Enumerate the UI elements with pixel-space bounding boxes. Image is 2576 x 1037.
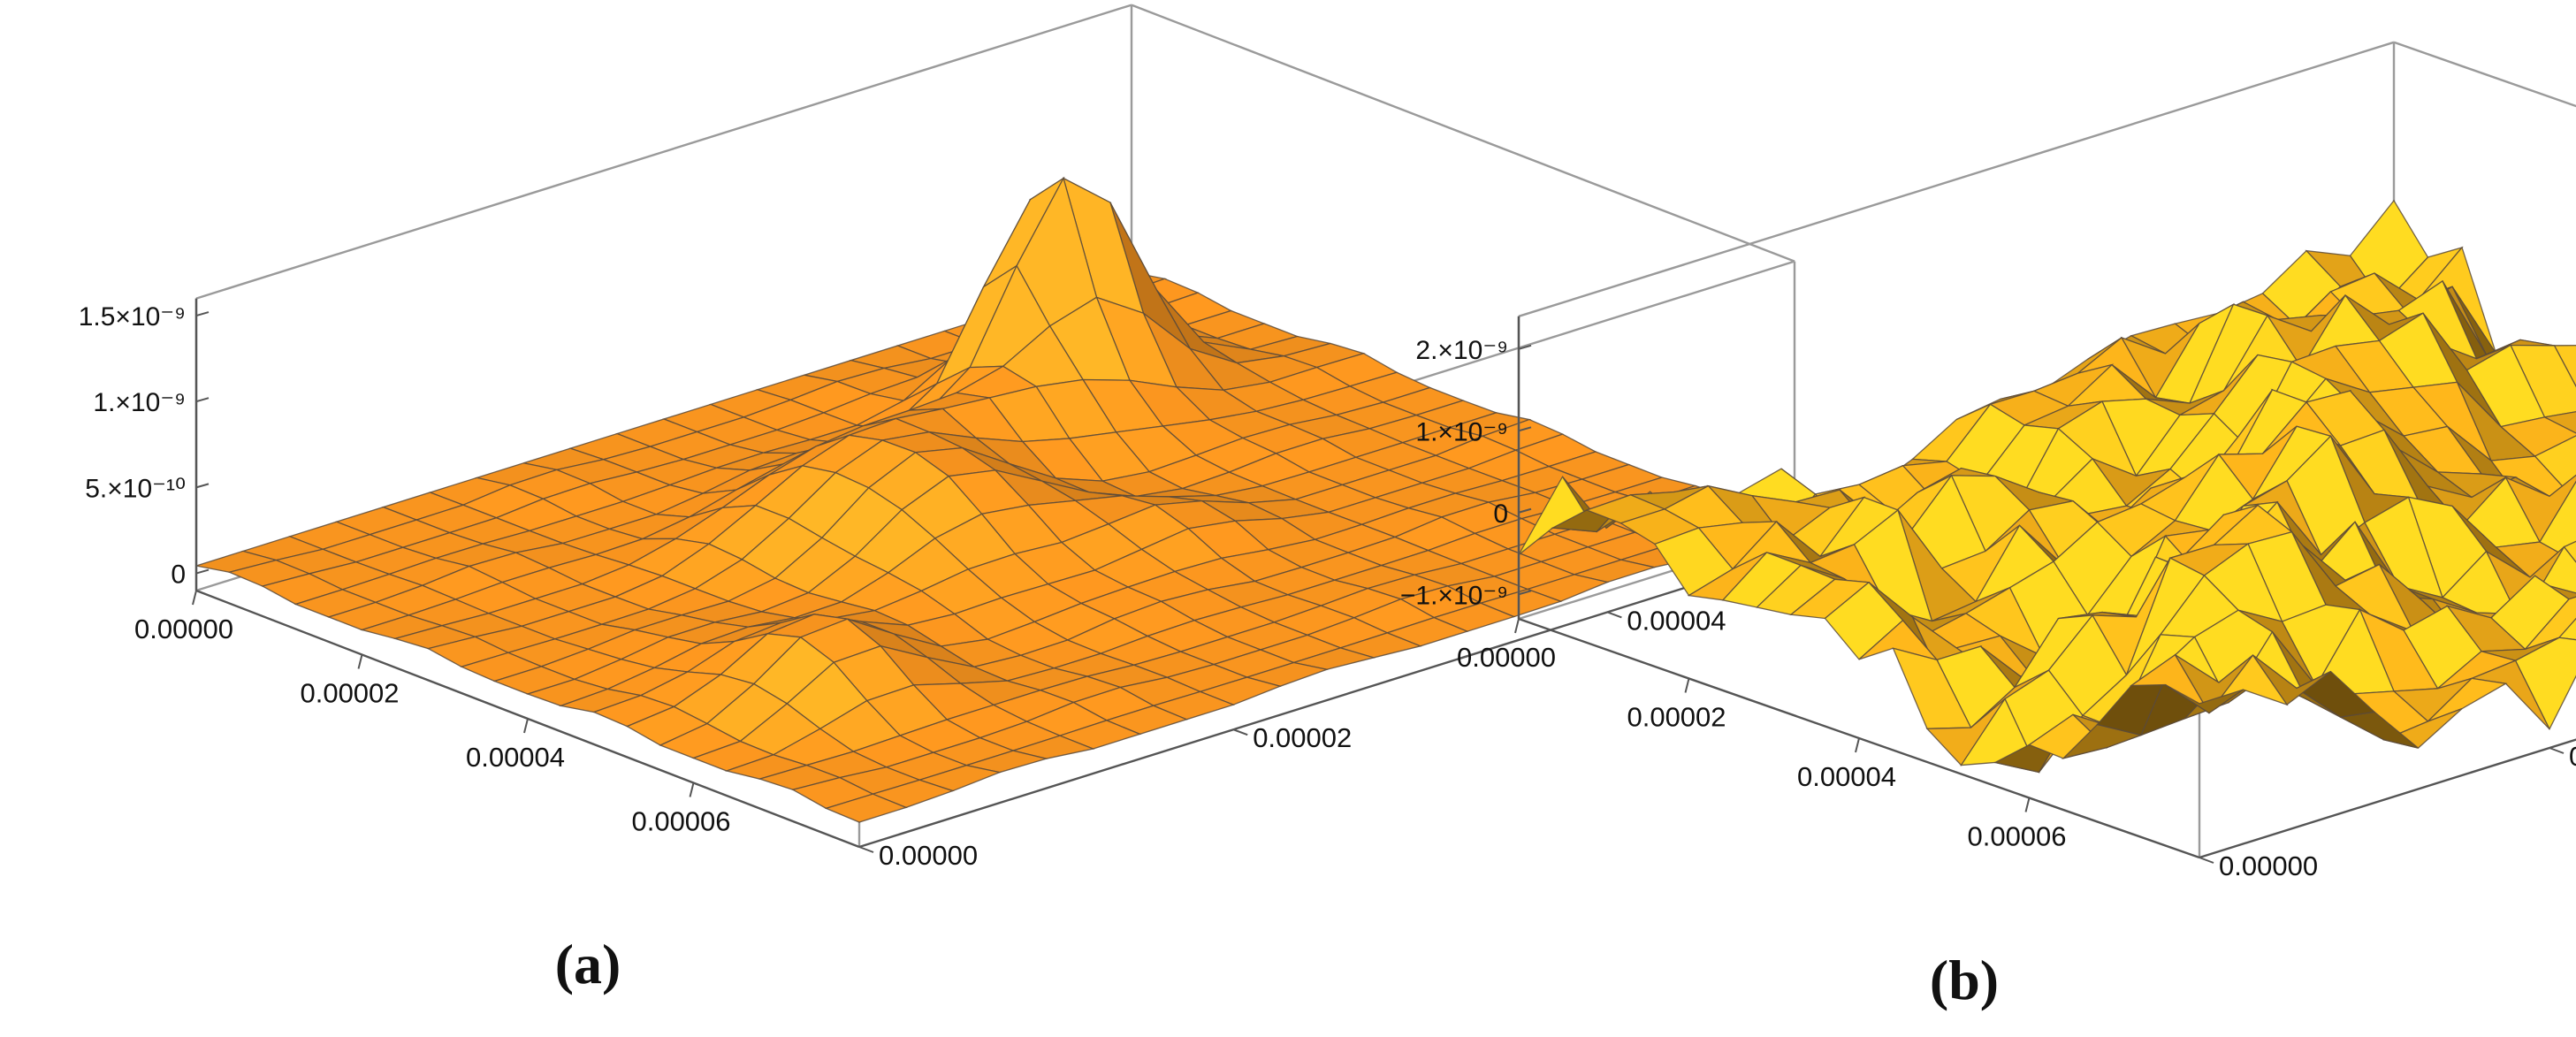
surface-plot-a: 0.00000 0.00002 0.00004 0.00006 0.00000 0.000…	[79, 4, 1796, 871]
z-tick-mark	[195, 397, 210, 403]
x-tick-label: 0.00004	[1797, 761, 1896, 792]
x-tick-mark	[357, 654, 363, 669]
z-tick-mark	[1518, 426, 1532, 432]
z-tick-mark	[195, 483, 210, 489]
z-tick-label: −1.×10⁻⁹	[1400, 581, 1508, 610]
y-tick-mark	[2199, 857, 2214, 864]
surface-patch	[2563, 540, 2576, 563]
x-tick-label: 0.00000	[134, 614, 233, 644]
surface-plot-b: 0.00000 0.00002 0.00004 0.00006 0.00000 0.000…	[1400, 41, 2576, 881]
x-tick-label: 0.00004	[466, 742, 565, 773]
z-tick-mark	[195, 568, 210, 575]
y-tick-label: 0.00000	[2219, 850, 2318, 881]
y-tick-label: 0.00002	[1253, 722, 1352, 753]
x-tick-mark	[2024, 797, 2031, 812]
x-tick-mark	[523, 718, 529, 734]
panel-label-a: (a)	[555, 933, 621, 995]
z-tick-label: 5.×10⁻¹⁰	[85, 474, 186, 503]
z-tick-label: 1.×10⁻⁹	[93, 388, 186, 417]
z-tick-label: 0	[1493, 499, 1508, 529]
axis-line	[858, 552, 1795, 849]
y-tick-mark	[1232, 728, 1248, 736]
x-tick-label: 0.00000	[1457, 642, 1556, 673]
panel-label-b: (b)	[1930, 949, 1999, 1011]
surface-patch	[2557, 617, 2576, 641]
x-tick-label: 0.00006	[631, 806, 730, 837]
x-tick-mark	[1514, 618, 1520, 634]
y-tick-mark	[2549, 747, 2565, 754]
z-tick-mark	[1518, 344, 1532, 350]
x-tick-label: 0.00002	[300, 678, 399, 709]
z-tick-label: 0	[171, 560, 186, 590]
y-tick-mark	[858, 846, 874, 853]
y-tick-mark	[1607, 611, 1622, 619]
x-tick-mark	[192, 590, 197, 606]
z-tick-label: 2.×10⁻⁹	[1415, 336, 1508, 365]
box-edge	[195, 4, 1132, 300]
x-tick-mark	[689, 782, 695, 797]
x-tick-mark	[1855, 737, 1860, 753]
box-edge	[2393, 41, 2576, 108]
axis-line	[2199, 738, 2576, 859]
z-tick-mark	[1518, 590, 1532, 596]
x-tick-mark	[1684, 678, 1690, 693]
x-tick-label: 0.00006	[1967, 821, 2066, 852]
surface-patch	[2165, 684, 2244, 714]
y-tick-label: 0.00000	[879, 840, 978, 871]
y-tick-label: 0.00002	[2569, 741, 2576, 772]
z-tick-mark	[1518, 507, 1532, 514]
z-tick-label: 1.5×10⁻⁹	[79, 302, 186, 332]
surface-patch	[824, 793, 908, 823]
y-tick-label: 0.00004	[1627, 605, 1726, 636]
box-edge	[1131, 4, 1795, 263]
x-tick-label: 0.00002	[1627, 702, 1726, 733]
box-edge	[1518, 41, 2395, 317]
z-tick-label: 1.×10⁻⁹	[1415, 417, 1508, 446]
z-tick-mark	[195, 311, 210, 316]
